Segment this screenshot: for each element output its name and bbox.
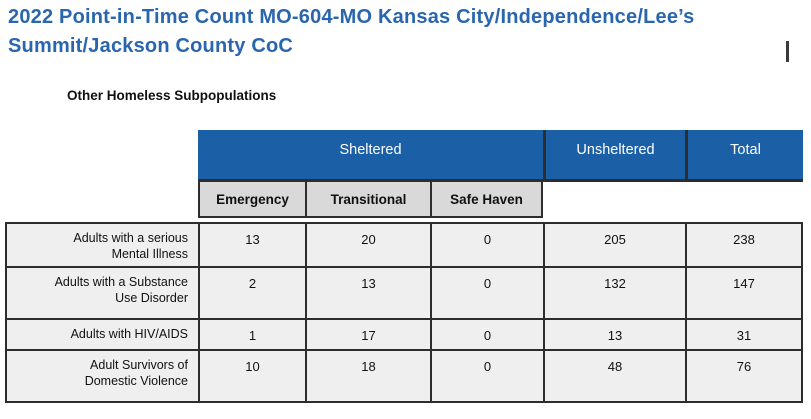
- column-group-sheltered: Sheltered: [198, 130, 543, 182]
- row-label-text: Adults with HIV/AIDS: [70, 327, 188, 341]
- cell-domestic-violence-total: 76: [685, 351, 803, 403]
- cell-domestic-violence-transitional: 18: [305, 351, 430, 403]
- row-label-domestic-violence: Adult Survivors of Domestic Violence: [5, 351, 198, 403]
- row-label-text: Adults with a Substance Use Disorder: [54, 275, 188, 305]
- cell-domestic-violence-emergency: 10: [198, 351, 305, 403]
- cell-mental-illness-emergency: 13: [198, 222, 305, 268]
- column-header-safe-haven: Safe Haven: [430, 182, 543, 218]
- cell-substance-use-emergency: 2: [198, 268, 305, 320]
- cell-hiv-aids-unsheltered: 13: [543, 320, 685, 351]
- subpopulations-table: Sheltered Unsheltered Total Emergency Tr…: [5, 130, 803, 403]
- row-label-text: Adult Survivors of Domestic Violence: [84, 358, 188, 388]
- column-group-unsheltered: Unsheltered: [543, 130, 685, 182]
- cell-substance-use-unsheltered: 132: [543, 268, 685, 320]
- cell-hiv-aids-transitional: 17: [305, 320, 430, 351]
- cell-mental-illness-total: 238: [685, 222, 803, 268]
- column-header-emergency: Emergency: [198, 182, 305, 218]
- column-header-transitional: Transitional: [305, 182, 430, 218]
- cell-substance-use-safe-haven: 0: [430, 268, 543, 320]
- cell-mental-illness-safe-haven: 0: [430, 222, 543, 268]
- page-title-line-1: 2022 Point-in-Time Count MO-604-MO Kansa…: [8, 6, 695, 28]
- cell-hiv-aids-safe-haven: 0: [430, 320, 543, 351]
- cell-substance-use-total: 147: [685, 268, 803, 320]
- cell-domestic-violence-unsheltered: 48: [543, 351, 685, 403]
- table-title: Other Homeless Subpopulations: [67, 88, 277, 103]
- column-group-total: Total: [685, 130, 803, 182]
- row-label-text: Adults with a serious Mental Illness: [73, 231, 188, 261]
- cell-mental-illness-transitional: 20: [305, 222, 430, 268]
- row-label-mental-illness: Adults with a serious Mental Illness: [5, 222, 198, 268]
- cell-hiv-aids-total: 31: [685, 320, 803, 351]
- page-title: 2022 Point-in-Time Count MO-604-MO Kansa…: [8, 3, 788, 60]
- page-title-line-2: Summit/Jackson County CoC: [8, 34, 294, 57]
- row-label-substance-use: Adults with a Substance Use Disorder: [5, 268, 198, 320]
- cell-hiv-aids-emergency: 1: [198, 320, 305, 351]
- cell-domestic-violence-safe-haven: 0: [430, 351, 543, 403]
- cell-mental-illness-unsheltered: 205: [543, 222, 685, 268]
- row-label-hiv-aids: Adults with HIV/AIDS: [5, 320, 198, 351]
- text-cursor: [786, 41, 789, 62]
- cell-substance-use-transitional: 13: [305, 268, 430, 320]
